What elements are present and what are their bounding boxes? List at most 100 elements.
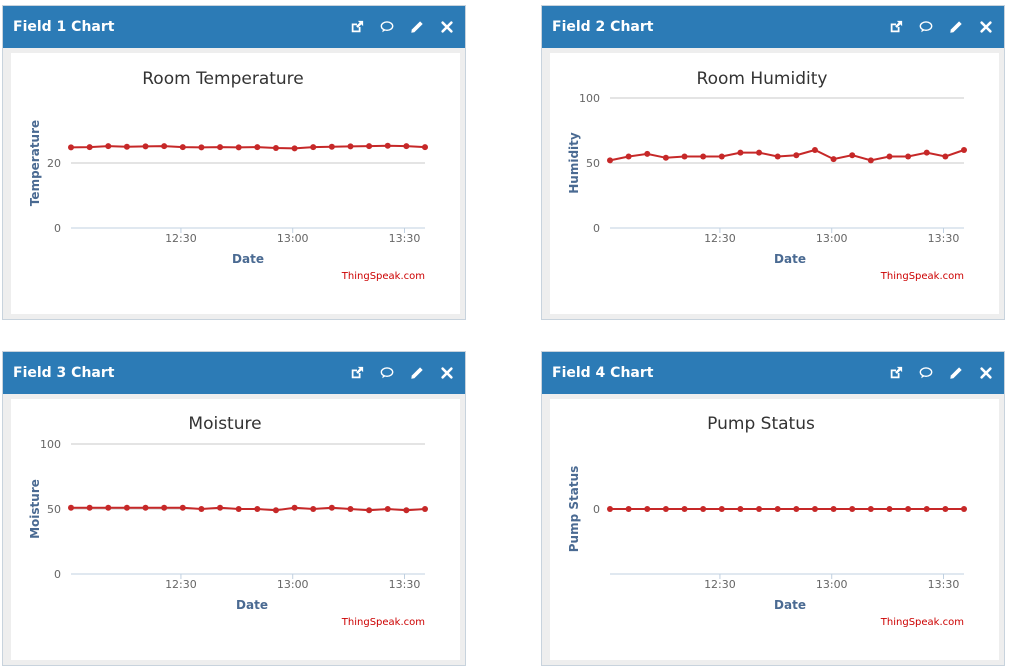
data-point[interactable] [403,143,410,150]
close-icon[interactable] [978,19,994,35]
data-point[interactable] [347,506,354,512]
data-point[interactable] [179,144,186,151]
external-link-icon[interactable] [888,365,904,381]
data-point[interactable] [179,504,186,511]
data-point[interactable] [310,144,317,151]
data-point[interactable] [905,153,912,160]
data-point[interactable] [310,506,317,512]
close-icon[interactable] [439,365,455,381]
data-point[interactable] [662,154,669,161]
data-point[interactable] [737,149,744,156]
data-point[interactable] [644,150,651,157]
comment-icon[interactable] [918,19,934,35]
chart-credit[interactable]: ThingSpeak.com [341,271,425,282]
data-point[interactable] [217,144,224,151]
external-link-icon[interactable] [349,19,365,35]
data-point[interactable] [68,504,74,511]
data-point[interactable] [793,152,800,159]
data-point[interactable] [867,157,874,164]
data-point[interactable] [328,143,335,150]
data-point[interactable] [272,507,279,514]
data-point[interactable] [384,506,391,512]
data-point[interactable] [198,506,205,512]
data-point[interactable] [422,506,428,512]
data-point[interactable] [756,149,763,156]
data-point[interactable] [105,143,112,150]
data-point[interactable] [662,506,669,512]
data-point[interactable] [607,506,613,512]
data-point[interactable] [291,504,298,511]
pencil-icon[interactable] [948,19,964,35]
pencil-icon[interactable] [409,365,425,381]
data-point[interactable] [849,152,856,159]
chart-credit[interactable]: ThingSpeak.com [341,617,425,628]
comment-icon[interactable] [379,365,395,381]
chart-credit[interactable]: ThingSpeak.com [880,617,964,628]
data-point[interactable] [217,504,224,511]
data-point[interactable] [625,506,632,512]
data-point[interactable] [347,143,354,150]
chart-credit[interactable]: ThingSpeak.com [880,271,964,282]
data-point[interactable] [422,144,428,151]
data-point[interactable] [384,142,391,149]
external-link-icon[interactable] [888,19,904,35]
data-point[interactable] [942,506,949,512]
data-point[interactable] [811,147,818,153]
data-point[interactable] [123,143,130,150]
data-point[interactable] [161,143,168,150]
data-point[interactable] [756,506,763,512]
data-point[interactable] [161,504,168,511]
data-point[interactable] [235,144,242,151]
pencil-icon[interactable] [409,19,425,35]
data-point[interactable] [123,504,130,511]
data-point[interactable] [905,506,912,512]
data-point[interactable] [830,506,837,512]
data-point[interactable] [142,504,149,511]
data-point[interactable] [291,145,298,152]
data-point[interactable] [923,149,930,156]
data-point[interactable] [793,506,800,512]
comment-icon[interactable] [379,19,395,35]
data-point[interactable] [700,506,707,512]
data-point[interactable] [366,507,373,514]
data-point[interactable] [923,506,930,512]
data-point[interactable] [886,153,893,160]
data-point[interactable] [198,144,205,151]
external-link-icon[interactable] [349,365,365,381]
data-point[interactable] [142,143,149,150]
comment-icon[interactable] [918,365,934,381]
data-point[interactable] [644,506,651,512]
data-point[interactable] [774,153,781,160]
data-point[interactable] [328,504,335,511]
data-point[interactable] [86,144,93,151]
data-point[interactable] [235,506,242,512]
data-point[interactable] [718,506,725,512]
data-point[interactable] [867,506,874,512]
data-point[interactable] [254,144,261,151]
data-point[interactable] [718,153,725,160]
data-point[interactable] [105,504,112,511]
data-point[interactable] [774,506,781,512]
data-point[interactable] [961,147,967,153]
data-point[interactable] [961,506,967,512]
data-point[interactable] [625,153,632,160]
data-point[interactable] [366,143,373,150]
data-point[interactable] [830,156,837,163]
data-point[interactable] [68,144,74,151]
data-point[interactable] [86,504,93,511]
data-point[interactable] [886,506,893,512]
pencil-icon[interactable] [948,365,964,381]
data-point[interactable] [811,506,818,512]
data-point[interactable] [849,506,856,512]
data-point[interactable] [254,506,261,512]
close-icon[interactable] [978,365,994,381]
data-point[interactable] [700,153,707,160]
data-point[interactable] [403,507,410,514]
data-point[interactable] [272,145,279,152]
close-icon[interactable] [439,19,455,35]
data-point[interactable] [942,153,949,160]
data-point[interactable] [681,153,688,160]
data-point[interactable] [681,506,688,512]
data-point[interactable] [607,157,613,164]
data-point[interactable] [737,506,744,512]
